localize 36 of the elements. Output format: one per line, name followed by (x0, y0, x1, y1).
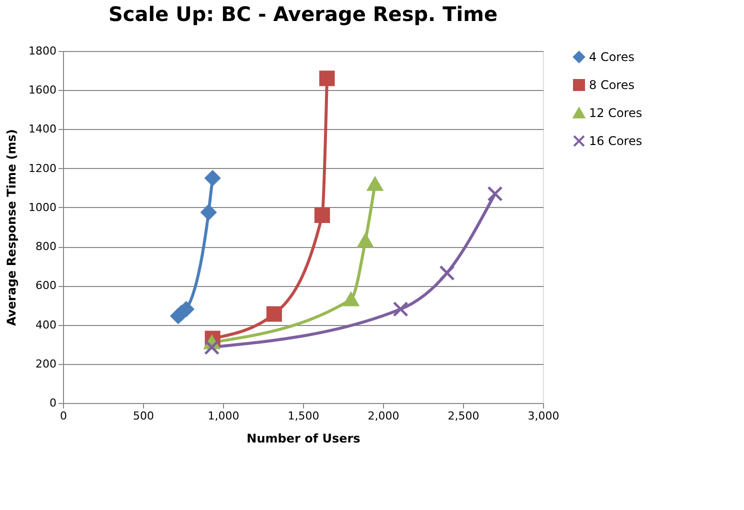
chart-title: Scale Up: BC - Average Resp. Time (108, 2, 498, 26)
legend-label: 4 Cores (589, 50, 634, 64)
y-axis-title: Average Response Time (ms) (4, 129, 19, 326)
point (204, 170, 220, 186)
point (439, 265, 455, 281)
x-tick-label: 500 (133, 410, 154, 422)
point (358, 234, 374, 248)
point (314, 208, 330, 224)
y-tick-label: 400 (36, 318, 56, 332)
legend-label: 12 Cores (589, 106, 642, 120)
x-tick-label: 0 (60, 410, 67, 422)
y-tick-label: 1200 (28, 162, 56, 175)
y-tick-label: 1800 (28, 44, 56, 58)
point (367, 177, 383, 191)
x-tick-label: 3,000 (528, 410, 560, 422)
point (487, 186, 503, 202)
point (319, 70, 335, 86)
x-tick-label: 1,500 (288, 410, 320, 422)
y-tick-label: 1000 (28, 200, 56, 214)
point (392, 301, 408, 317)
x-tick-label: 2,000 (368, 410, 400, 422)
y-tick-label: 800 (36, 240, 56, 254)
y-tick-label: 1400 (28, 122, 56, 136)
y-tick-label: 600 (36, 279, 56, 292)
point (200, 204, 216, 220)
point (266, 306, 282, 322)
x-tick-label: 1,000 (208, 410, 240, 422)
y-tick-label: 0 (50, 396, 56, 410)
legend-label: 16 Cores (589, 134, 642, 148)
point (343, 292, 359, 306)
x-axis-title: Number of Users (246, 432, 360, 446)
y-tick-label: 200 (36, 357, 56, 370)
point (204, 340, 220, 356)
x-tick-label: 2,500 (448, 410, 480, 422)
y-tick-label: 1600 (28, 84, 56, 97)
legend-label: 8 Cores (589, 78, 634, 92)
